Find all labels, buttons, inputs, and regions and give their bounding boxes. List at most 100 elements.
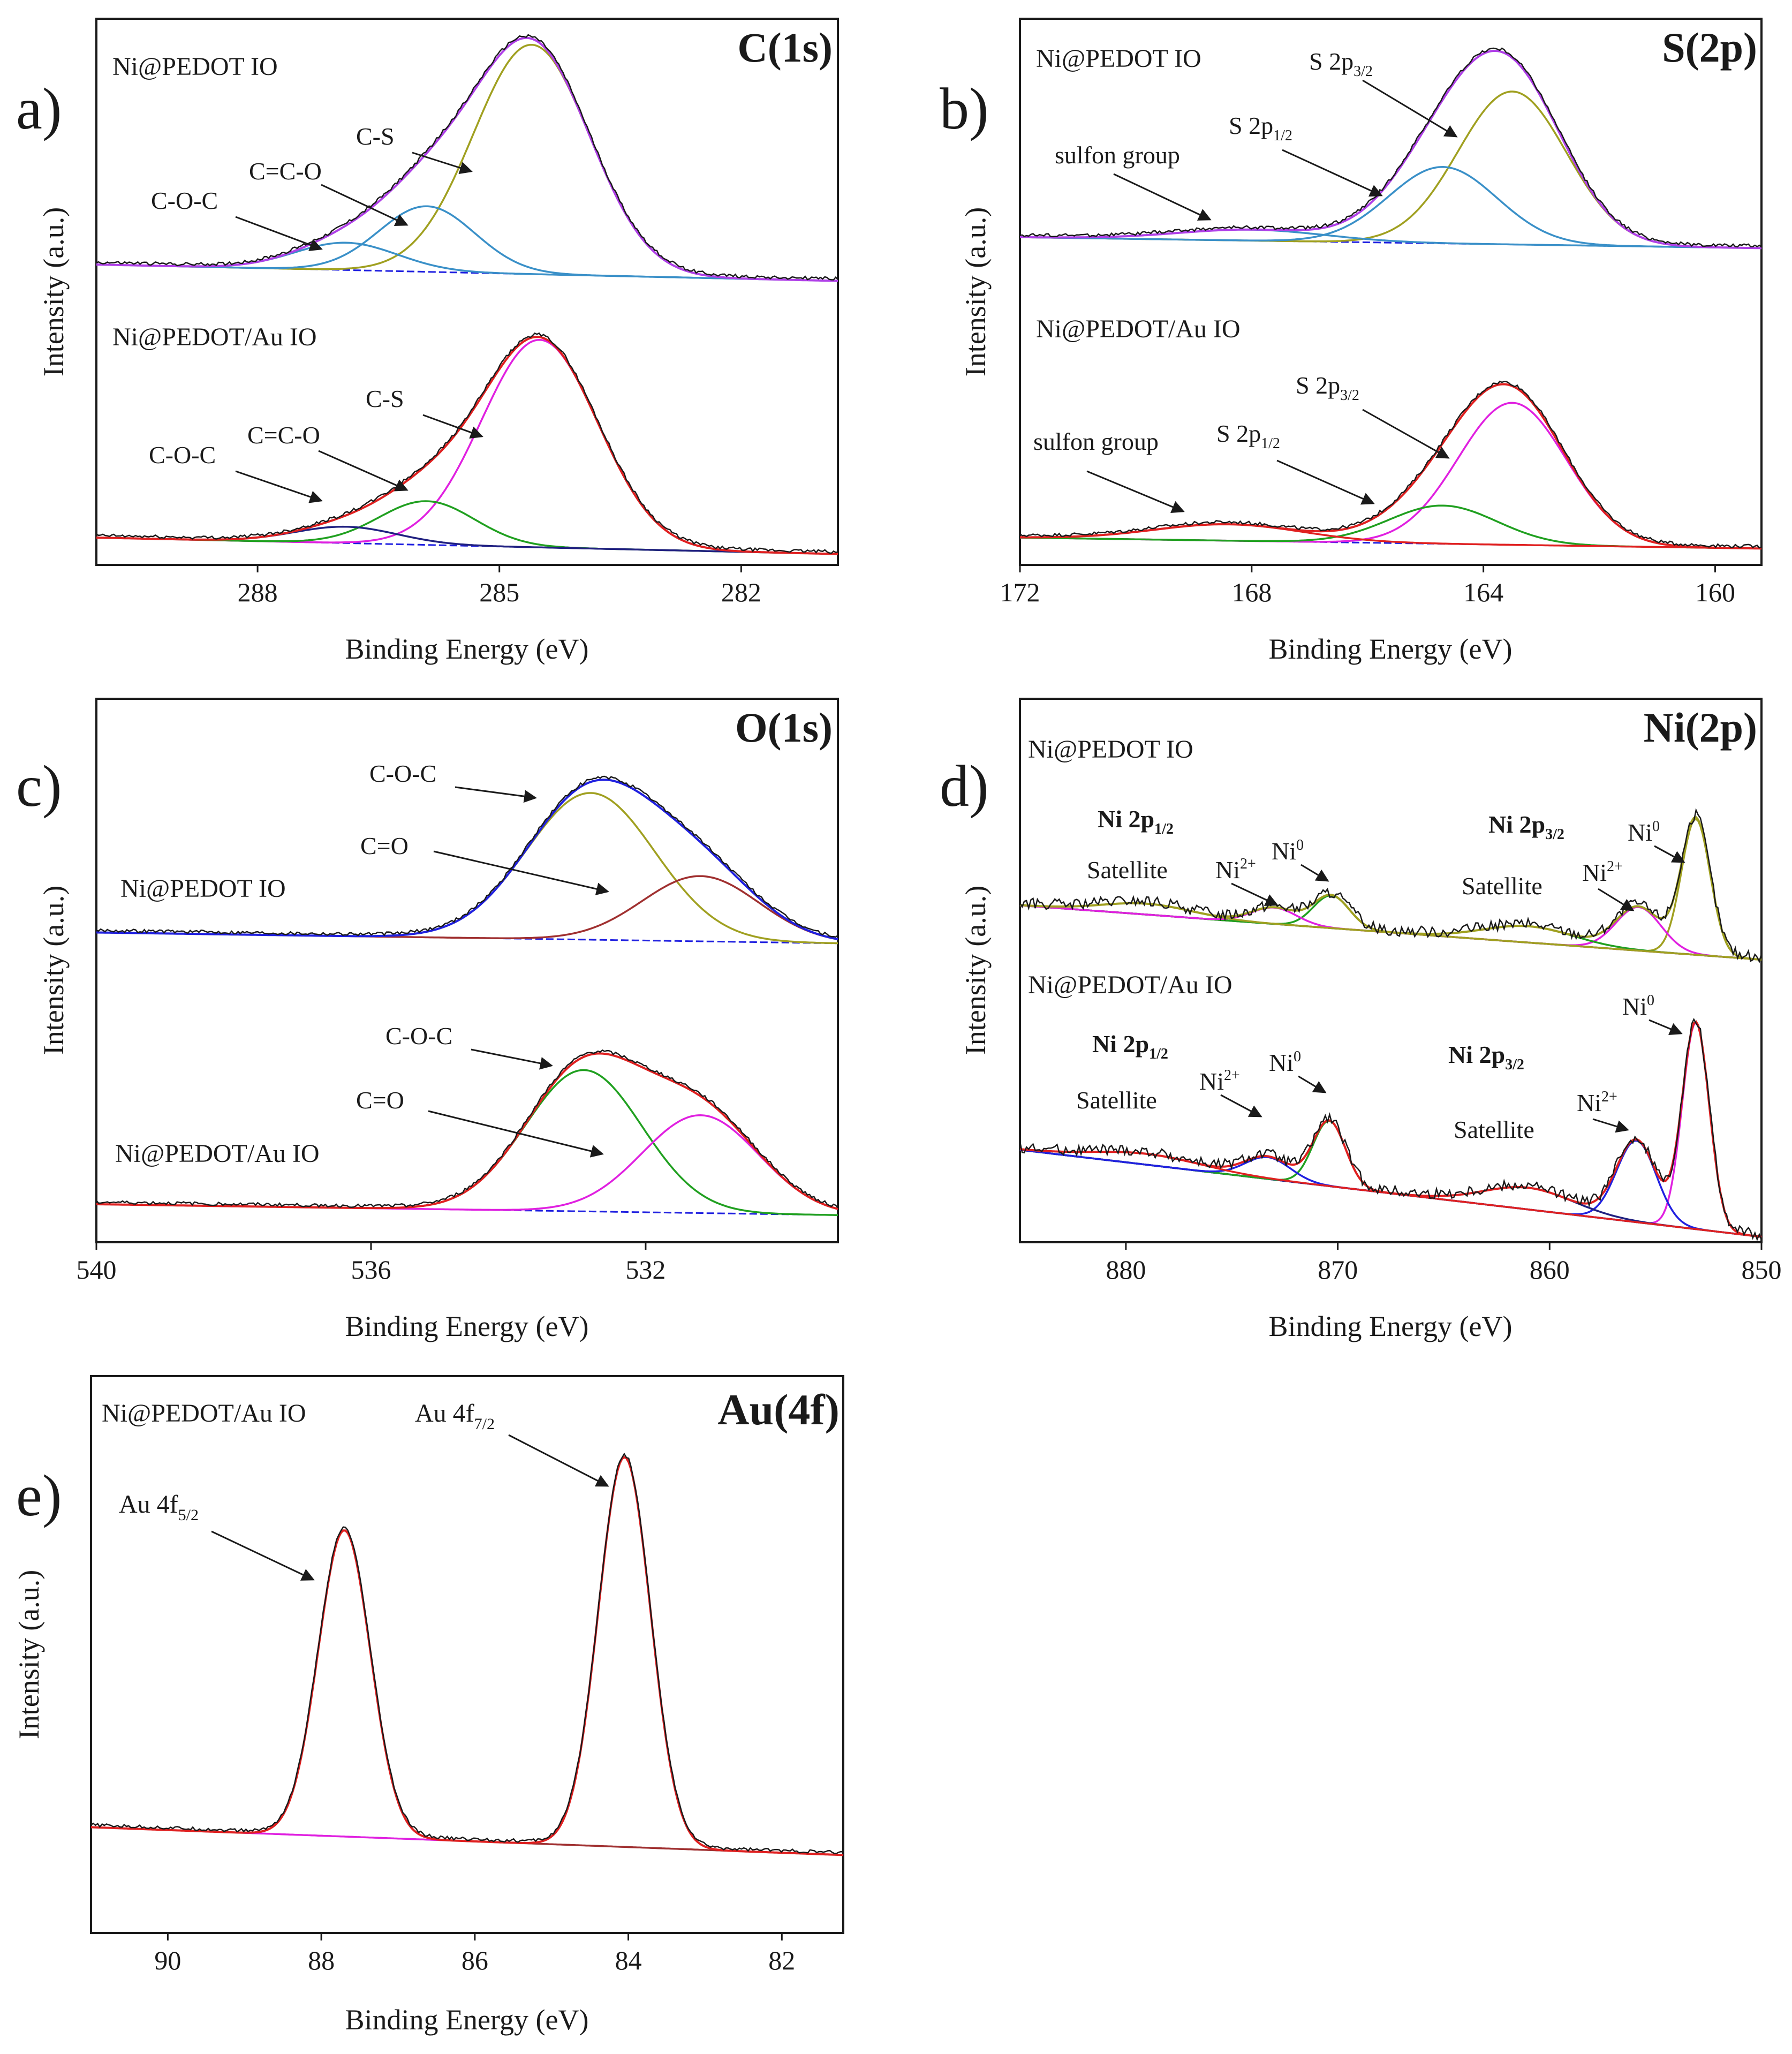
panel-d-bottom-sample: Ni@PEDOT/Au IO	[1028, 971, 1233, 999]
panel-e-au72-arrow	[508, 1434, 609, 1487]
panel-d-bottom-ni0-arrow	[1649, 1019, 1683, 1035]
panel-c-letter: c)	[16, 753, 62, 819]
panel-d-title: Ni(2p)	[1644, 704, 1757, 751]
panel-a-bottom-coc-label: C-O-C	[149, 441, 216, 469]
x-tick-label-e-0: 90	[154, 1945, 181, 1975]
panel-d-top-ni2p-main: Ni	[1215, 856, 1240, 883]
panel-c-top-coc-label: C-O-C	[369, 760, 436, 787]
panel-e-title: Au(4f)	[717, 1385, 840, 1434]
raw-data-c-1	[96, 1049, 838, 1209]
panel-d-bottom-ni0p-label: Ni0	[1269, 1048, 1301, 1076]
panel-d-bottom-ni0-sup: 0	[1647, 992, 1654, 1009]
panel-d-top-ni2p12-sub: 1/2	[1154, 821, 1174, 837]
panel-a-curves	[96, 34, 838, 555]
panel-d-top-ni0p-arrow	[1300, 864, 1329, 882]
raw-data-c-0	[96, 775, 838, 938]
raw-data-d-1	[1019, 1017, 1763, 1242]
x-tick-label-b-2: 164	[1463, 577, 1503, 607]
panel-e-au52-sub: 5/2	[178, 1506, 199, 1524]
panel-b-ylabel: Intensity (a.u.)	[959, 207, 992, 376]
panel-d-top-ni2-sup: 2+	[1607, 858, 1623, 875]
panel-d-bottom-sat2-label: Satellite	[1454, 1116, 1534, 1143]
panel-c-title: O(1s)	[735, 704, 833, 751]
envelope-b-1	[1020, 383, 1762, 550]
panel-d-bottom-ni2p12-label: Ni 2p1/2	[1092, 1030, 1168, 1062]
panel-b-title: S(2p)	[1662, 24, 1757, 71]
panel-b-bottom-sulfon-label: sulfon group	[1033, 428, 1159, 455]
panel-d-top-ni2p-arrow	[1231, 882, 1279, 906]
panel-a-frame	[95, 18, 839, 566]
panel-e-au52-label: Au 4f5/2	[119, 1490, 199, 1524]
x-tick-label-a-0: 288	[238, 577, 278, 607]
panel-b-frame	[1019, 18, 1763, 566]
component-d-1-3	[1019, 1120, 1762, 1238]
panel-d-top-ni2p-label: Ni2+	[1215, 856, 1256, 883]
panel-d-top-ni0p-label: Ni0	[1272, 837, 1304, 865]
panel-d-bottom-ni2-arrow	[1592, 1118, 1629, 1133]
panel-d-bottom-ni0-label: Ni0	[1622, 992, 1654, 1020]
panel-b-top-sulfon-label: sulfon group	[1055, 141, 1180, 169]
x-tick-label-d-3: 850	[1742, 1255, 1782, 1285]
panel-a-xlabel: Binding Energy (eV)	[345, 633, 589, 665]
panel-a-bottom-cco-arrow	[318, 450, 409, 492]
panel-e-au72-sub: 7/2	[474, 1415, 495, 1433]
raw-data-d-0	[1019, 807, 1763, 964]
panel-b-bottom-s32-label: S 2p3/2	[1296, 372, 1359, 404]
panel-b-xlabel: Binding Energy (eV)	[1269, 633, 1513, 665]
panel-b-curves	[1019, 47, 1762, 550]
panel-d-bottom-ni0p-arrow	[1298, 1075, 1327, 1093]
panel-a: a) C(1s) Intensity (a.u.) Binding Energy…	[16, 18, 839, 665]
component-b-0-0	[1019, 90, 1762, 250]
panel-b-top-s12-sub: 1/2	[1273, 127, 1292, 144]
panel-d-top-ni0-sup: 0	[1652, 818, 1660, 835]
panel-d: d) Ni(2p) Intensity (a.u.) Binding Energ…	[940, 698, 1782, 1342]
panel-a-bottom-sample: Ni@PEDOT/Au IO	[112, 323, 317, 351]
panel-b-bottom-sample: Ni@PEDOT/Au IO	[1036, 315, 1241, 343]
panel-a-xticks: 288 285 282	[238, 565, 761, 607]
panel-b-top-s32-label: S 2p3/2	[1309, 48, 1373, 80]
panel-d-bottom-ni0p-sup: 0	[1294, 1048, 1301, 1065]
panel-d-bottom-ni2p-arrow	[1220, 1094, 1262, 1117]
panel-b-top-s32-arrow	[1362, 79, 1458, 138]
component-e-0-1	[90, 1529, 844, 1856]
panel-b-bottom-s12-arrow	[1276, 459, 1375, 505]
panel-e-au52-arrow	[211, 1530, 315, 1581]
panel-d-top-ni0-arrow	[1654, 845, 1685, 863]
panel-b-top-s12-main: S 2p	[1229, 112, 1273, 139]
panel-e-letter: e)	[16, 1463, 62, 1528]
panel-d-top-ni2p32-label: Ni 2p3/2	[1488, 811, 1564, 843]
panel-a-ylabel: Intensity (a.u.)	[37, 207, 70, 376]
panel-b-top-s12-arrow	[1282, 149, 1383, 197]
panel-d-bottom-ni2p-label: Ni2+	[1199, 1067, 1240, 1095]
panel-e-au72-label: Au 4f7/2	[415, 1399, 495, 1433]
panel-a-top-sample: Ni@PEDOT IO	[112, 52, 278, 81]
panel-d-top-ni2p12-label: Ni 2p1/2	[1098, 805, 1174, 837]
panel-d-xlabel: Binding Energy (eV)	[1269, 1310, 1513, 1342]
x-tick-label-c-0: 540	[77, 1255, 117, 1285]
panel-e-xlabel: Binding Energy (eV)	[345, 2004, 589, 2036]
panel-a-top-coc-arrow	[235, 216, 323, 251]
component-a-0-2	[96, 241, 838, 282]
panel-a-top-cs-arrow	[412, 152, 473, 175]
x-tick-label-e-2: 86	[462, 1945, 488, 1975]
panel-b-top-s32-sub: 3/2	[1354, 63, 1373, 80]
panel-d-bottom-ni2-main: Ni	[1577, 1089, 1601, 1116]
panel-c-top-sample: Ni@PEDOT IO	[120, 874, 286, 903]
panel-e: e) Au(4f) Intensity (a.u.) Binding Energ…	[13, 1375, 844, 2036]
panel-d-bottom-ni2p-main: Ni	[1199, 1068, 1224, 1095]
panel-c-bottom-sample: Ni@PEDOT/Au IO	[115, 1139, 320, 1168]
panel-d-top-ni0-main: Ni	[1628, 819, 1652, 846]
x-tick-label-d-1: 870	[1318, 1255, 1358, 1285]
panel-e-ylabel: Intensity (a.u.)	[13, 1570, 45, 1739]
x-tick-label-d-2: 860	[1530, 1255, 1570, 1285]
panel-a-bottom-cs-label: C-S	[366, 385, 404, 412]
panel-d-top-ni0-label: Ni0	[1628, 818, 1660, 846]
panel-d-xticks: 880 870 860 850	[1106, 1242, 1782, 1285]
panel-b: b) S(2p) Intensity (a.u.) Binding Energy…	[940, 18, 1763, 665]
panel-b-bottom-s32-main: S 2p	[1296, 372, 1340, 399]
panel-e-frame	[90, 1375, 844, 1934]
panel-b-bottom-s12-label: S 2p1/2	[1216, 420, 1280, 452]
panel-c-top-co-arrow	[433, 850, 609, 895]
panel-d-top-ni2p-sup: 2+	[1240, 856, 1256, 872]
